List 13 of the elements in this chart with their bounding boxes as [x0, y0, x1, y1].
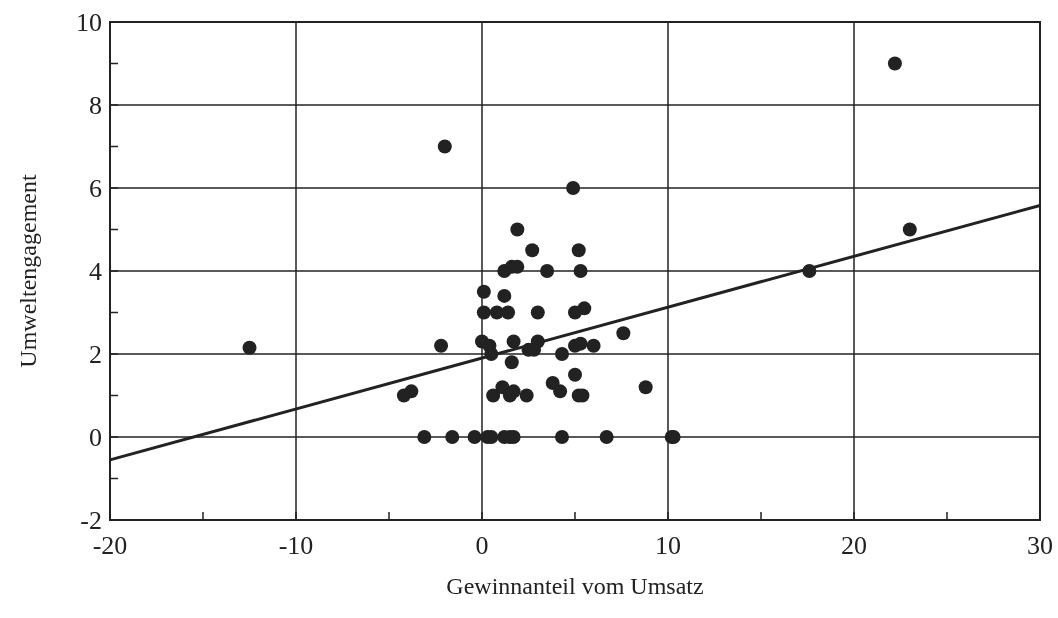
- x-tick-label: -10: [278, 531, 314, 560]
- x-tick-label: 20: [841, 531, 867, 560]
- x-tick-label: 0: [475, 531, 489, 560]
- y-tick-label: 8: [89, 91, 102, 121]
- y-tick-label: 6: [89, 174, 102, 204]
- x-tick-label: 30: [1027, 531, 1053, 560]
- y-tick-label: 0: [89, 423, 102, 453]
- y-tick-label: 10: [76, 8, 102, 38]
- y-tick-label: 2: [89, 340, 102, 370]
- y-axis-title: Umweltengagement: [15, 174, 41, 368]
- x-tick-label: 10: [655, 531, 681, 560]
- x-axis-title: Gewinnanteil vom Umsatz: [446, 573, 704, 599]
- y-tick-label: 4: [89, 257, 102, 287]
